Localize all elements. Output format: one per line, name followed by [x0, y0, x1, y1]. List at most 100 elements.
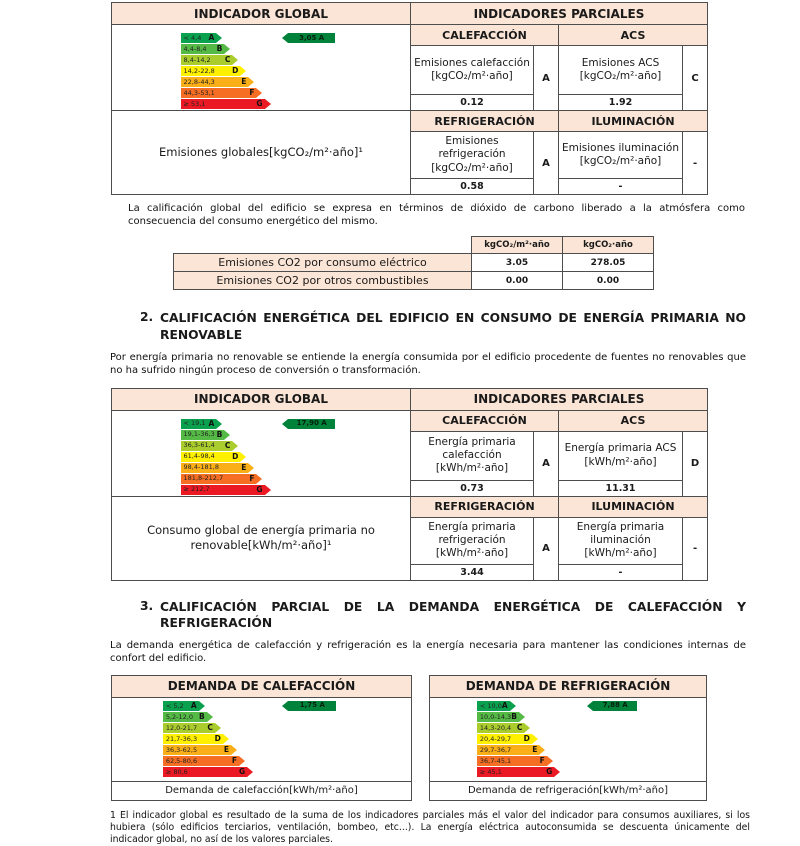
acs-energy-label: Energía primaria ACS [kWh/m²·año] [558, 430, 683, 481]
arrow-tip-icon [206, 711, 213, 722]
cooling-emissions-letter: A [533, 131, 559, 195]
section-3-body: La demanda energética de calefacción y r… [110, 639, 746, 665]
arrow-tip-icon [539, 744, 546, 755]
acs-energy-letter: D [681, 430, 709, 497]
emissions-scale-cell: < 4,4 A 4,4-8,4 B 8,4-14,2 C 14,2-22,8 D 22,8-44… [111, 24, 411, 111]
partial-indicators-header: INDICADORES PARCIALES [409, 387, 709, 411]
scale-range-label: 4,4-8,4 [183, 44, 207, 53]
arrow-tip-icon [554, 766, 561, 777]
scale-letter: A [190, 701, 197, 710]
primary-energy-table: INDICADOR GLOBAL INDICADORES PARCIALES <… [111, 387, 709, 581]
scale-bar-b: 19,1-36,3 B [180, 429, 231, 440]
scale-letter: G [256, 99, 263, 109]
scale-range-label: 14,3-20,4 [479, 723, 512, 732]
global-indicator-header: INDICADOR GLOBAL [111, 387, 411, 411]
scale-letter: E [223, 745, 229, 754]
global-rating-note: La calificación global del edificio se e… [128, 203, 745, 228]
scale-bar-d: 61,4-98,4 D [180, 451, 247, 462]
acs-energy-value: 11.31 [558, 479, 683, 497]
scale-bar-a: < 10,0 A [476, 700, 516, 711]
arrow-tip-icon [240, 451, 247, 462]
scale-letter: F [539, 756, 545, 765]
indicator-arrow-icon [281, 33, 288, 43]
rating-indicator-value: 17,90 A [296, 419, 327, 428]
scale-letter: E [241, 77, 247, 87]
scale-range-label: 8,4-14,2 [183, 55, 211, 64]
scale-bar-g: ≥ 53,1 G [180, 99, 271, 109]
arrow-tip-icon [248, 77, 255, 87]
cooling-emissions-label: Emisiones refrigeración [kgCO₂/m²·año] [410, 131, 534, 179]
scale-range-label: 98,4-181,8 [183, 463, 219, 472]
section-3-title: CALIFICACIÓN PARCIAL DE LA DEMANDA ENERG… [160, 599, 746, 631]
scale-range-label: 36,3-61,4 [183, 441, 215, 450]
scale-range-label: ≥ 53,1 [183, 99, 206, 108]
heating-emissions-value: 0.12 [410, 94, 534, 111]
scale-letter: D [523, 734, 530, 743]
partial-indicators-header: INDICADORES PARCIALES [409, 2, 709, 25]
arrow-tip-icon [232, 440, 239, 451]
scale-bar-d: 20,4-29,7 D [476, 733, 538, 744]
section-2-number: 2. [140, 310, 154, 325]
table-row: Emisiones CO2 por otros combustibles 0.0… [173, 271, 654, 291]
section-2-heading: 2. CALIFICACIÓN ENERGÉTICA DEL EDIFICIO … [140, 310, 746, 343]
section-3-heading: 3. CALIFICACIÓN PARCIAL DE LA DEMANDA EN… [140, 599, 746, 632]
cooling-demand-footer: Demanda de refrigeración[kWh/m²·año] [429, 780, 707, 801]
footnote: 1 El indicador global es resultado de la… [110, 809, 750, 845]
co2-breakdown-table: kgCO₂/m²·año kgCO₂·año Emisiones CO2 por… [173, 236, 654, 291]
scale-bar-c: 14,3-20,4 C [476, 722, 531, 733]
acs-header: ACS [557, 409, 709, 432]
scale-range-label: ≥ 212,7 [183, 485, 210, 494]
emissions-table: INDICADOR GLOBAL INDICADORES PARCIALES <… [111, 2, 709, 195]
scale-range-label: 36,7-45,1 [479, 756, 512, 765]
cooling-header: REFRIGERACIÓN [410, 110, 559, 132]
co2-per-m2-header: kgCO₂/m²·año [471, 236, 563, 255]
arrow-tip-icon [524, 722, 531, 733]
arrow-tip-icon [518, 711, 525, 722]
indicator-arrow-icon [282, 700, 289, 711]
lighting-energy-label: Energía primaria iluminación [kWh/m²·año… [558, 516, 683, 565]
heating-demand-table: DEMANDA DE CALEFACCIÓN < 5,2 A 5,2-12,0 B 12… [111, 674, 412, 801]
certificate-page: INDICADOR GLOBAL INDICADORES PARCIALES <… [110, 2, 750, 846]
scale-bar-g: ≥ 212,7 G [180, 484, 271, 495]
primary-energy-scale-cell: < 19,1 A 19,1-36,3 B 36,3-61,4 C 61,4-98,4 D 98,… [111, 409, 411, 497]
scale-bar-e: 36,3-62,5 E [162, 744, 237, 755]
global-energy-label: Consumo global de energía primaria no re… [111, 495, 411, 581]
scale-letter: B [199, 712, 205, 721]
scale-letter: B [216, 429, 223, 439]
scale-bar-d: 21,7-36,3 D [162, 733, 229, 744]
scale-range-label: 29,7-36,7 [479, 745, 512, 754]
cooling-energy-letter: A [533, 516, 559, 581]
heating-emissions-letter: A [533, 45, 559, 111]
scale-range-label: 12,0-21,7 [165, 723, 198, 732]
scale-letter: F [249, 88, 255, 98]
section-2-title: CALIFICACIÓN ENERGÉTICA DEL EDIFICIO EN … [160, 311, 746, 342]
global-emissions-label: Emisiones globales[kgCO₂/m²·año]¹ [111, 110, 411, 195]
arrow-tip-icon [224, 429, 231, 440]
scale-range-label: ≥ 45,1 [479, 767, 502, 776]
arrow-tip-icon [198, 700, 205, 711]
arrow-tip-icon [264, 99, 271, 109]
indicator-arrow-icon [587, 700, 594, 711]
heating-demand-scale-cell: < 5,2 A 5,2-12,0 B 12,0-21,7 C 21,7-36,3 D 36,3-… [111, 696, 412, 782]
scale-range-label: 19,1-36,3 [183, 430, 215, 439]
section-3-number: 3. [140, 598, 154, 613]
scale-letter: D [214, 734, 221, 743]
scale-range-label: 10,0-14,3 [479, 712, 512, 721]
arrow-tip-icon [248, 462, 255, 473]
scale-bar-e: 22,8-44,3 E [180, 77, 255, 87]
lighting-emissions-letter: - [681, 131, 709, 195]
scale-letter: F [231, 756, 238, 765]
rating-indicator-value: 1,75 A [299, 701, 325, 710]
scale-bar-a: < 5,2 A [162, 700, 205, 711]
acs-emissions-letter: C [681, 45, 709, 111]
scale-letter: A [208, 33, 215, 43]
scale-range-label: 20,4-29,7 [479, 734, 512, 743]
scale-range-label: 62,5-80,6 [165, 756, 198, 765]
heating-demand-footer: Demanda de calefacción[kWh/m²·año] [111, 780, 412, 801]
scale-bar-c: 12,0-21,7 C [162, 722, 221, 733]
scale-letter: E [241, 462, 247, 472]
co2-electric-per-m2: 3.05 [471, 253, 563, 273]
lighting-energy-letter: - [681, 516, 709, 581]
scale-letter: B [511, 712, 517, 721]
cooling-energy-value: 3.44 [410, 563, 534, 581]
